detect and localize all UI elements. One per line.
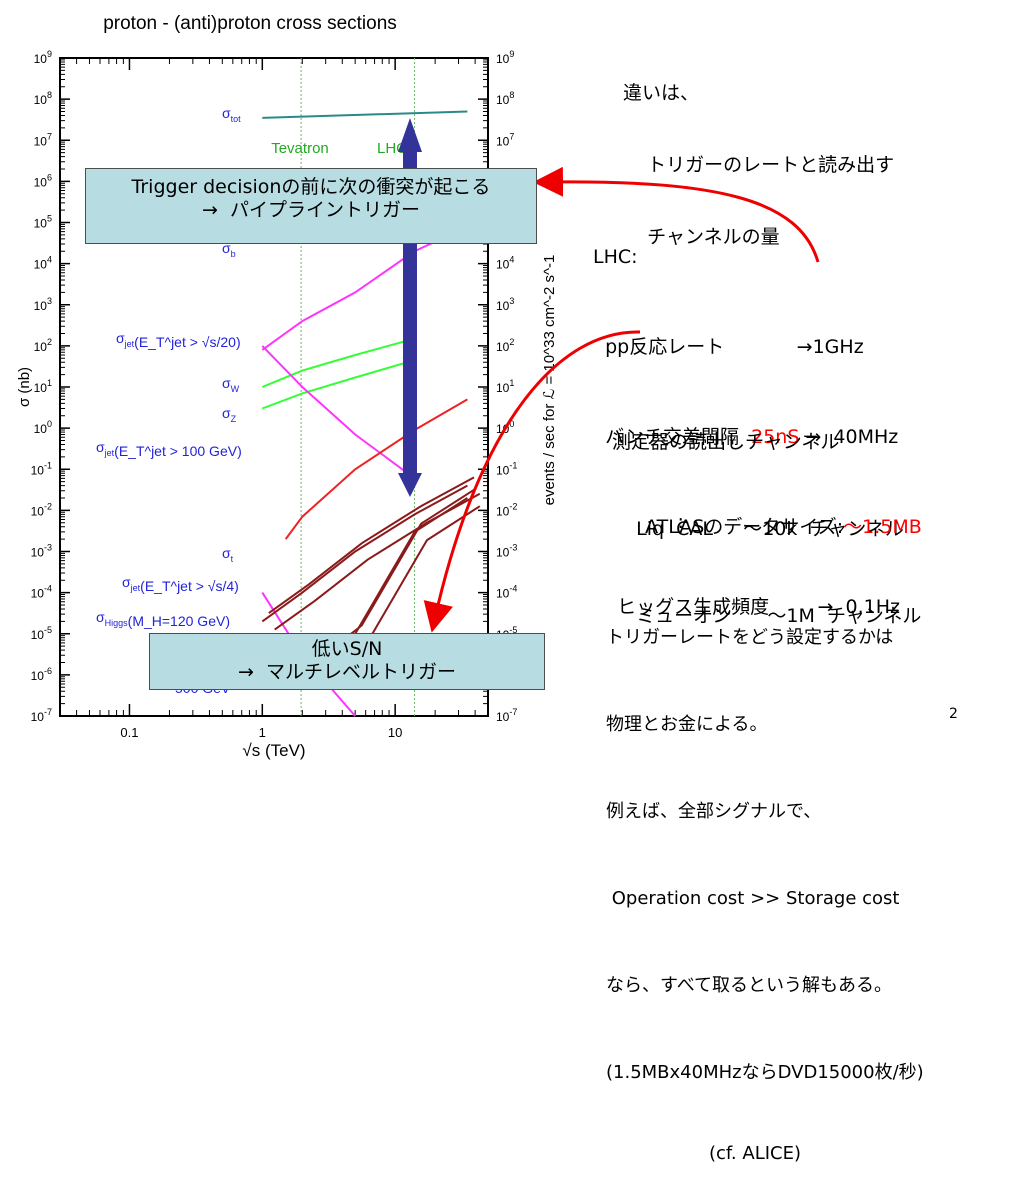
blue-arrow-head-down — [398, 473, 422, 497]
box-bottom-line: 低いS/N — [311, 638, 383, 660]
curve-label: σjet(E_T^jet > 100 GeV) — [96, 439, 242, 459]
cross-section-chart: proton - (anti)proton cross sections 10-… — [16, 13, 820, 760]
y-tick-label: 10-1 — [31, 460, 52, 477]
y-tick-label-right: 10-7 — [496, 707, 517, 724]
trigger-line: トリガーレートをどう設定するかは — [606, 627, 894, 648]
vertical-line-label: LHC — [377, 140, 407, 157]
x-tick-label: 10 — [388, 725, 402, 740]
y-tick-label-right: 10-1 — [496, 460, 517, 477]
lhc-line: pp反応レート →1GHz — [593, 336, 864, 358]
x-axis-label: √s (TeV) — [242, 741, 305, 760]
series-line-7 — [261, 484, 468, 623]
trigger-line: 例えば、全部シグナルで、 — [606, 801, 822, 822]
series-line-1 — [261, 225, 468, 351]
lhc-line: : — [593, 511, 684, 533]
y-tick-label-right: 108 — [496, 90, 514, 107]
blue-arrow-head-up — [398, 118, 422, 152]
y-tick-label: 10-6 — [31, 666, 52, 683]
y-tick-label-right: 101 — [496, 378, 514, 395]
y-tick-label-right: 109 — [496, 49, 514, 66]
x-tick-label: 1 — [259, 725, 266, 740]
lhc-line: ヒッグス生成頻度 → 0.1Hz — [593, 596, 900, 618]
curve-label: σjet(E_T^jet > √s/20) — [116, 330, 241, 350]
y-tick-label: 10-5 — [31, 625, 52, 642]
atlas-label: ATLASのデータサイズ: — [645, 516, 844, 538]
series-line-5 — [284, 398, 468, 540]
trigger-line: 物理とお金による。 — [606, 714, 768, 735]
y-tick-label-right: 10-3 — [496, 543, 517, 560]
atlas-value: ～1.5MB — [843, 516, 922, 538]
red-arrow-to-top-box — [533, 166, 820, 263]
y-tick-label: 100 — [34, 419, 52, 436]
detector-block: 測定器の読出しチャンネル Liq CAL ～10k チャンネル ミューオン ～1… — [612, 370, 921, 660]
y-tick-label: 10-4 — [31, 584, 52, 601]
curve-label: σW — [222, 375, 240, 394]
series-line-7-band — [268, 476, 475, 614]
y-tick-label: 10-2 — [31, 501, 52, 518]
y-tick-label-right: 103 — [496, 296, 514, 313]
detector-line: ミューオン ～1M チャンネル — [612, 605, 922, 627]
curve-label: σjet(E_T^jet > √s/4) — [122, 574, 239, 594]
lhc-line: LHC: — [593, 246, 638, 268]
y-axis-label-right: events / sec for ℒ = 10^33 cm^-2 s^-1 — [541, 255, 558, 506]
trigger-line: (1.5MBx40MHzならDVD15000枚/秒) — [606, 1062, 924, 1083]
y-tick-label: 10-7 — [31, 707, 52, 724]
intro-line: チャンネルの量 — [623, 226, 780, 248]
y-tick-label: 101 — [34, 378, 52, 395]
box-bottom-line: → マルチレベルトリガー — [238, 661, 456, 683]
curve-label: σtot — [222, 105, 241, 124]
curve-label: σZ — [222, 405, 237, 424]
y-tick-label: 108 — [34, 90, 52, 107]
detector-line: 測定器の読出しチャンネル — [612, 431, 840, 453]
y-tick-label: 10-3 — [31, 543, 52, 560]
page-number: 2 — [949, 706, 958, 722]
y-tick-label: 109 — [34, 49, 52, 66]
detector-line: Liq CAL ～10k チャンネル — [612, 518, 904, 540]
y-tick-label: 104 — [34, 255, 52, 272]
y-tick-label-right: 104 — [496, 255, 514, 272]
y-tick-label: 105 — [34, 214, 52, 231]
atlas-data-size: ATLASのデータサイズ:～1.5MB — [633, 491, 922, 539]
intro-line: 違いは、 — [623, 82, 700, 104]
series-line-3 — [261, 359, 415, 410]
curve-label: σt — [222, 545, 234, 564]
multilevel-trigger-box: 低いS/N → マルチレベルトリガー — [149, 633, 545, 690]
curve-label: σHiggs(M_H=120 GeV) — [96, 609, 230, 629]
chart-title: proton - (anti)proton cross sections — [103, 13, 397, 34]
lhc-block: LHC: pp反応レート →1GHz バンチ交差間隔 25nS → 40MHz … — [593, 182, 900, 652]
y-tick-label: 107 — [34, 131, 52, 148]
y-tick-label-right: 10-2 — [496, 501, 517, 518]
vertical-line-label: Tevatron — [271, 140, 329, 157]
box-top-line: Trigger decisionの前に次の衝突が起こる — [131, 176, 491, 198]
y-tick-label: 106 — [34, 172, 52, 189]
bunch-interval-value: 25nS — [751, 426, 800, 448]
trigger-line: (cf. ALICE) — [606, 1143, 801, 1164]
trigger-line: Operation cost >> Storage cost — [606, 888, 900, 909]
y-axis-label: σ (nb) — [16, 367, 33, 407]
y-tick-label: 103 — [34, 296, 52, 313]
intro-line: トリガーのレートと読み出す — [623, 154, 895, 176]
series-line-4 — [261, 345, 416, 480]
y-tick-label-right: 107 — [496, 131, 514, 148]
lhc-line: バンチ交差間隔 25nS → 40MHz — [593, 426, 899, 448]
y-tick-label: 102 — [34, 337, 52, 354]
series-line-2 — [261, 337, 415, 388]
red-arrow-to-bottom-box — [423, 330, 641, 633]
trigger-line: なら、すべて取るという解もある。 — [606, 975, 893, 996]
series-line-0 — [262, 110, 468, 119]
y-tick-label-right: 102 — [496, 337, 514, 354]
intro-text: 違いは、 トリガーのレートと読み出す チャンネルの量 — [623, 33, 894, 273]
x-tick-label: 0.1 — [120, 725, 138, 740]
y-tick-label-right: 10-4 — [496, 584, 517, 601]
pipeline-trigger-box: Trigger decisionの前に次の衝突が起こる → パイプライントリガー — [85, 168, 537, 244]
trigger-block: トリガーレートをどう設定するかは 物理とお金による。 例えば、全部シグナルで、 … — [606, 565, 924, 1197]
box-top-line: → パイプライントリガー — [202, 199, 420, 221]
